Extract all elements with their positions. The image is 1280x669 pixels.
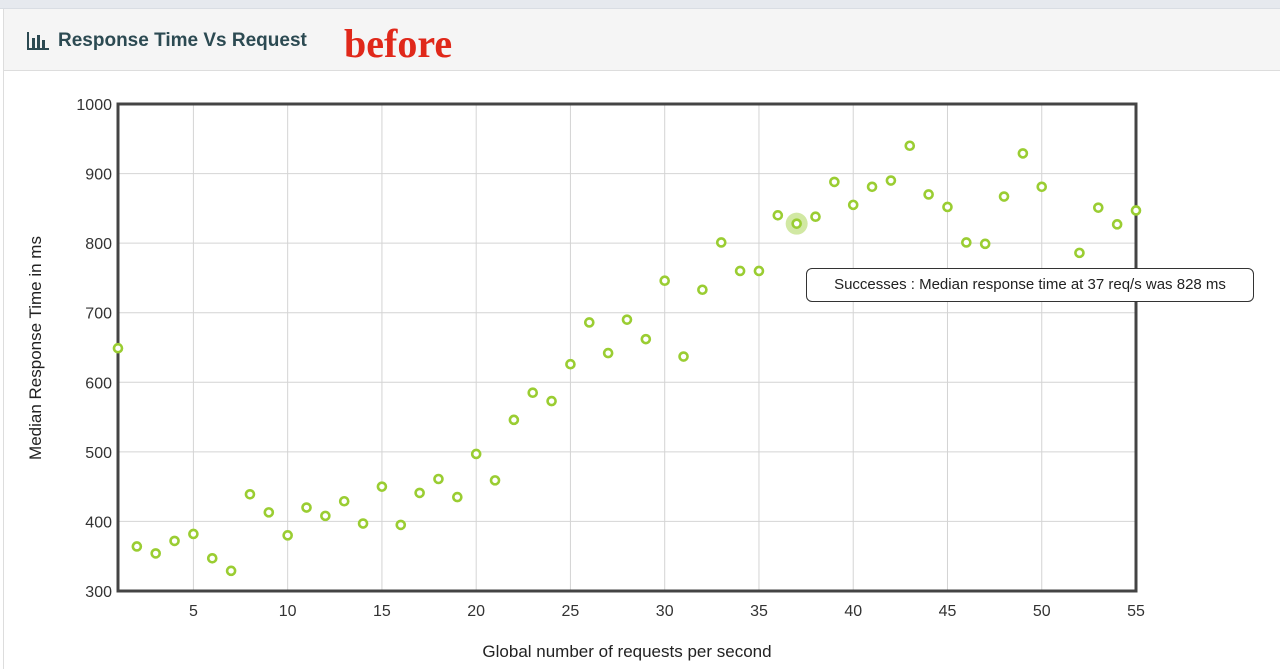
data-point bbox=[395, 519, 407, 531]
x-tick-label: 50 bbox=[1033, 603, 1051, 620]
data-point bbox=[715, 237, 727, 248]
data-point bbox=[546, 395, 557, 407]
data-point bbox=[659, 275, 671, 287]
data-point bbox=[961, 237, 972, 248]
y-tick-label: 800 bbox=[85, 236, 112, 253]
data-point bbox=[263, 507, 275, 518]
x-tick-label: 10 bbox=[279, 603, 297, 620]
x-tick-label: 15 bbox=[373, 603, 391, 620]
x-tick-label: 55 bbox=[1127, 603, 1145, 620]
data-point bbox=[829, 176, 840, 188]
data-point bbox=[244, 488, 256, 500]
y-tick-label: 500 bbox=[85, 445, 112, 462]
data-point bbox=[489, 475, 501, 486]
data-point bbox=[131, 541, 143, 552]
data-point bbox=[376, 481, 388, 492]
data-point bbox=[1130, 205, 1142, 216]
x-tick-label: 40 bbox=[844, 603, 862, 620]
panel-header: Response Time Vs Request before bbox=[4, 9, 1280, 71]
x-tick-label: 45 bbox=[939, 603, 957, 620]
data-point bbox=[225, 565, 237, 577]
x-tick-label: 20 bbox=[467, 603, 485, 620]
data-point bbox=[508, 414, 520, 426]
data-point bbox=[112, 342, 124, 354]
data-point bbox=[753, 265, 765, 277]
data-point bbox=[1111, 219, 1123, 230]
data-point bbox=[282, 530, 293, 541]
data-point bbox=[904, 140, 916, 152]
data-point bbox=[357, 518, 369, 529]
data-point bbox=[602, 347, 614, 359]
data-point bbox=[998, 191, 1010, 202]
x-tick-label: 25 bbox=[562, 603, 580, 620]
chart-title: Response Time Vs Request bbox=[58, 30, 307, 51]
data-point bbox=[772, 210, 784, 221]
data-point bbox=[734, 265, 746, 277]
data-point bbox=[169, 535, 180, 547]
data-point bbox=[583, 317, 595, 328]
data-point bbox=[452, 491, 463, 503]
data-point bbox=[301, 502, 312, 513]
chart-tooltip: Successes : Median response time at 37 r… bbox=[806, 268, 1254, 302]
data-point bbox=[527, 387, 539, 399]
data-point bbox=[1017, 148, 1029, 159]
y-tick-label: 900 bbox=[85, 167, 112, 184]
x-tick-label: 35 bbox=[750, 603, 768, 620]
data-point bbox=[847, 199, 859, 211]
x-tick-label: 5 bbox=[189, 603, 198, 620]
data-point bbox=[885, 175, 897, 186]
x-tick-label: 30 bbox=[656, 603, 674, 620]
bar-chart-icon bbox=[27, 32, 49, 50]
data-point bbox=[188, 528, 199, 540]
data-point bbox=[470, 448, 482, 460]
data-point bbox=[621, 314, 633, 325]
data-point bbox=[923, 189, 934, 200]
data-point bbox=[678, 351, 689, 362]
y-tick-label: 400 bbox=[85, 514, 112, 531]
y-tick-label: 700 bbox=[85, 306, 112, 323]
data-point bbox=[565, 358, 576, 370]
data-point bbox=[414, 487, 425, 499]
data-point bbox=[206, 553, 218, 564]
y-tick-label: 1000 bbox=[76, 97, 112, 114]
data-point bbox=[979, 238, 991, 250]
data-point bbox=[942, 201, 953, 213]
y-axis-title: Median Response Time in ms bbox=[26, 236, 45, 460]
data-point bbox=[1092, 202, 1104, 213]
y-tick-label: 300 bbox=[85, 584, 112, 601]
plot-area bbox=[118, 104, 1136, 591]
y-tick-label: 600 bbox=[85, 375, 112, 392]
data-point bbox=[338, 495, 350, 507]
data-point bbox=[1036, 181, 1048, 193]
annotation-label: before bbox=[344, 21, 453, 66]
data-point bbox=[1074, 247, 1085, 259]
data-point bbox=[150, 548, 162, 559]
x-axis-title: Global number of requests per second bbox=[482, 642, 771, 661]
data-point bbox=[866, 181, 878, 193]
data-point bbox=[697, 284, 708, 296]
data-point bbox=[810, 211, 821, 223]
data-point bbox=[791, 218, 802, 229]
data-point bbox=[640, 333, 652, 345]
top-strip bbox=[0, 0, 1280, 9]
data-point bbox=[320, 510, 331, 522]
data-point bbox=[433, 473, 444, 485]
